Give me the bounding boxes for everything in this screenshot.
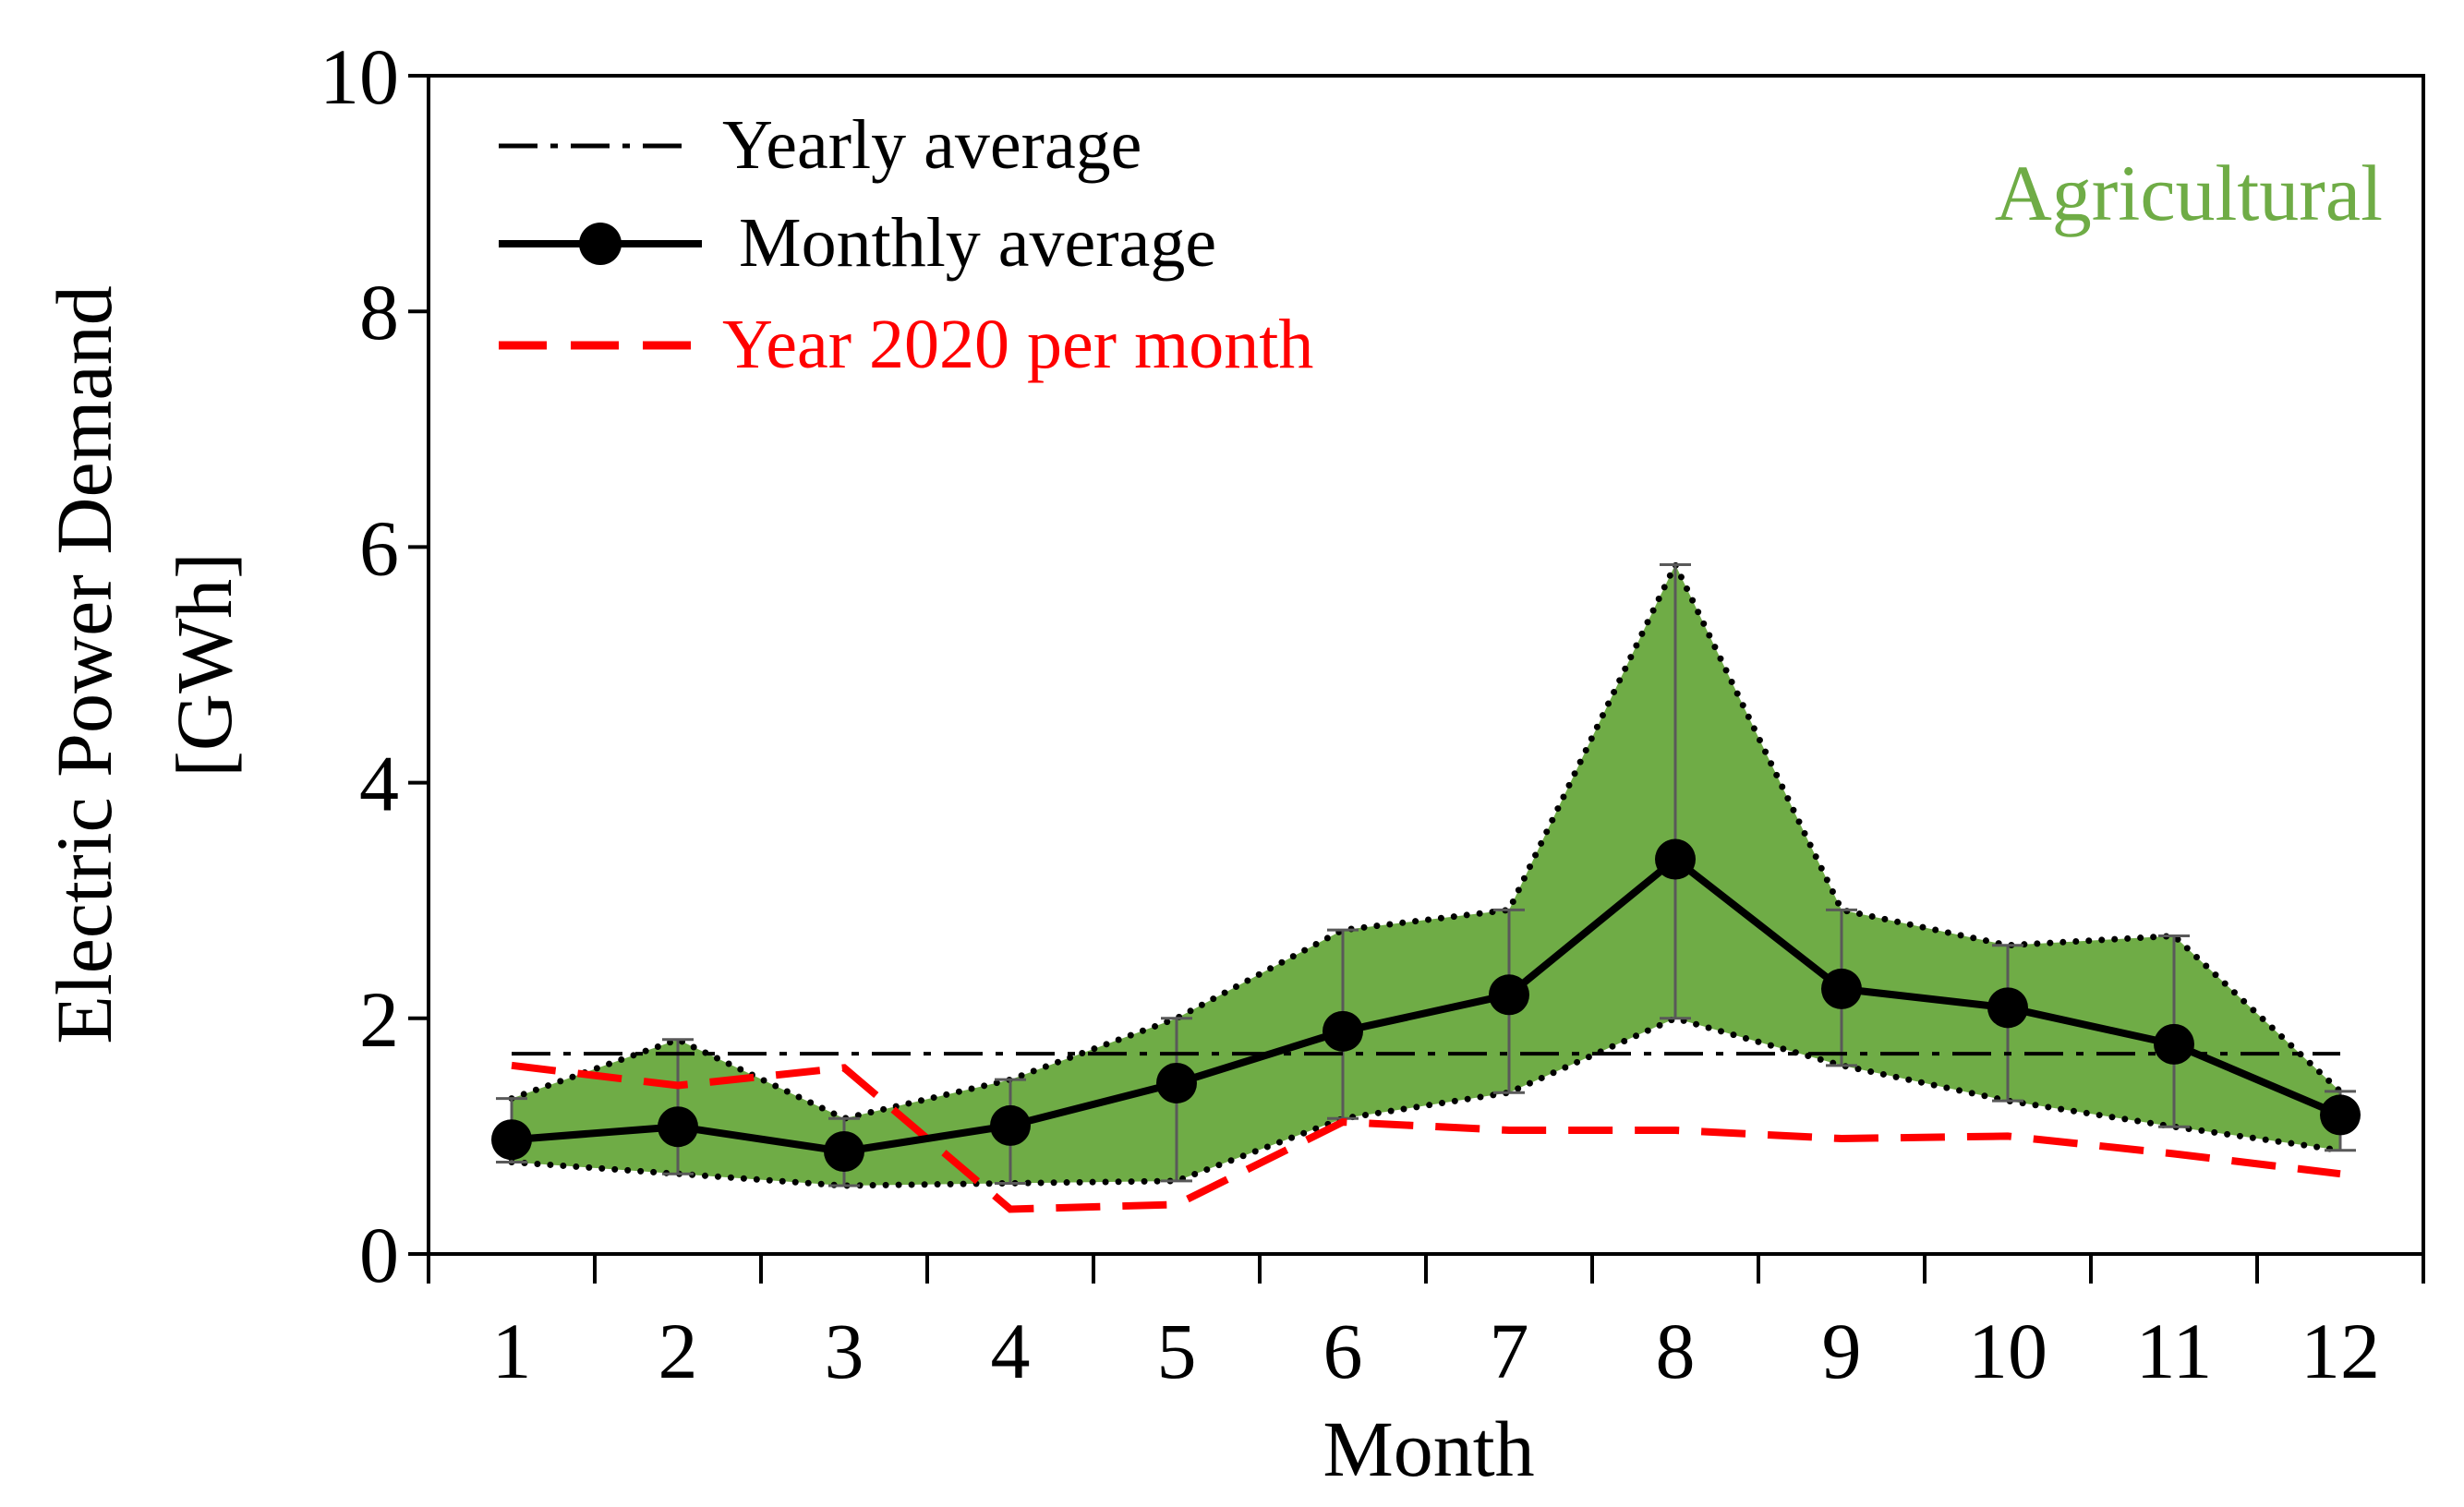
monthly-point-1: [491, 1119, 532, 1161]
monthly-average-series: [491, 838, 2361, 1172]
x-tick-label-10: 10: [1968, 1307, 2047, 1395]
legend-monthly-label: Monthly average: [739, 204, 1216, 282]
legend-year2020-label: Year 2020 per month: [722, 306, 1313, 383]
band-lower-edge: [508, 1015, 2344, 1189]
y-axis-label-line1: Electric Power Demand: [40, 285, 128, 1043]
y-tick-label-2: 2: [359, 975, 399, 1064]
monthly-point-9: [1821, 968, 1862, 1009]
x-tick-label-3: 3: [825, 1307, 864, 1395]
x-tick-label-9: 9: [1822, 1307, 1862, 1395]
y-tick-label-0: 0: [359, 1211, 399, 1299]
x-axis-label: Month: [1323, 1405, 1534, 1493]
legend-item-monthly: Monthly average: [499, 204, 1216, 282]
monthly-point-4: [990, 1104, 1031, 1146]
x-tick-label-12: 12: [2301, 1307, 2380, 1395]
legend-item-year2020: Year 2020 per month: [499, 306, 1313, 383]
x-tick-label-6: 6: [1323, 1307, 1363, 1395]
y-axis-ticks: 0 2 4 6 8 10: [320, 32, 429, 1299]
legend-yearly-label: Yearly average: [722, 106, 1141, 184]
monthly-point-11: [2154, 1023, 2194, 1065]
monthly-point-5: [1156, 1062, 1197, 1103]
monthly-point-7: [1489, 974, 1529, 1016]
x-tick-label-7: 7: [1490, 1307, 1529, 1395]
x-tick-label-11: 11: [2136, 1307, 2213, 1395]
legend: Yearly average Monthly average Year 2020…: [499, 106, 1313, 383]
monthly-point-2: [658, 1106, 698, 1148]
monthly-point-8: [1655, 838, 1696, 880]
x-tick-label-2: 2: [658, 1307, 698, 1395]
monthly-point-12: [2320, 1094, 2361, 1136]
x-tick-label-4: 4: [991, 1307, 1031, 1395]
y-tick-label-6: 6: [359, 503, 399, 592]
x-tick-label-5: 5: [1157, 1307, 1197, 1395]
monthly-point-6: [1323, 1010, 1363, 1052]
x-axis-ticks: 1 2 3 4 5 6 7 8 9 10 11 12: [427, 1254, 2425, 1395]
demand-range-band: [508, 557, 2344, 1189]
monthly-average-line: [511, 855, 2342, 1155]
year-2020-line: [511, 1061, 2341, 1213]
band-area: [512, 564, 2340, 1186]
legend-item-yearly: Yearly average: [499, 106, 1141, 184]
legend-monthly-marker: [579, 223, 622, 265]
year-2020-series: [511, 1061, 2341, 1213]
x-tick-label-1: 1: [492, 1307, 532, 1395]
category-annotation: Agricultural: [1995, 149, 2383, 237]
y-tick-label-8: 8: [359, 268, 399, 356]
band-upper-edge: [508, 557, 2344, 1122]
y-tick-label-10: 10: [320, 32, 399, 121]
y-tick-label-4: 4: [359, 740, 399, 828]
monthly-point-3: [824, 1130, 864, 1172]
monthly-point-10: [1987, 987, 2028, 1029]
y-axis-label-line2: [GWh]: [160, 552, 248, 778]
x-tick-label-8: 8: [1656, 1307, 1696, 1395]
